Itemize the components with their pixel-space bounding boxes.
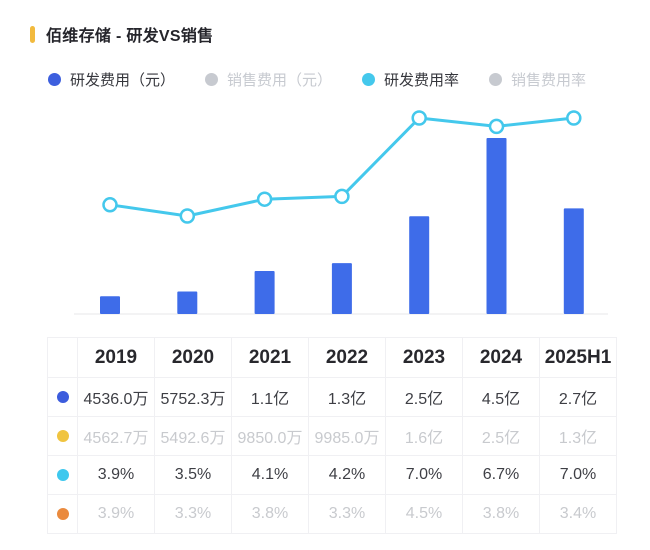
legend-label: 销售费用率 [511, 72, 587, 89]
bar-2025H1[interactable] [563, 208, 584, 314]
value-cell: 3.8% [231, 494, 309, 534]
legend-item-0[interactable]: 研发费用（元） [48, 69, 175, 90]
title-row: 佰维存储 - 研发VS销售 [30, 22, 213, 46]
value-cell: 7.0% [385, 455, 463, 495]
table-row: 4562.7万 5492.6万 9850.0万 9985.0万 1.6亿 2.5亿 1.3亿 [47, 416, 617, 456]
bar-2023[interactable] [409, 216, 430, 314]
table-header-row: 2019 2020 2021 2022 2023 2024 2025H1 [47, 337, 617, 378]
year-header: 2022 [308, 337, 386, 378]
bar-2024[interactable] [486, 138, 507, 314]
series-dot-icon [56, 507, 69, 520]
value-cell: 9850.0万 [231, 416, 309, 456]
rate-point-2023[interactable] [411, 110, 427, 126]
series-dot-cell [47, 416, 78, 456]
rate-point-2020[interactable] [179, 208, 196, 224]
legend-item-3[interactable]: 销售费用率 [489, 69, 586, 90]
title-accent-bar [30, 25, 35, 43]
value-cell: 4536.0万 [77, 377, 155, 417]
table-row: 4536.0万 5752.3万 1.1亿 1.3亿 2.5亿 4.5亿 2.7亿 [47, 377, 617, 417]
series-dot-icon [56, 429, 69, 442]
value-cell: 3.3% [308, 494, 386, 534]
legend: 研发费用（元） 销售费用（元） 研发费用率 销售费用率 [48, 69, 586, 90]
year-header: 2020 [154, 337, 232, 378]
value-cell: 4562.7万 [77, 416, 155, 456]
value-cell: 3.9% [77, 455, 155, 495]
value-cell: 2.5亿 [385, 377, 463, 417]
series-dot-cell [47, 377, 78, 417]
page-title: 佰维存储 - 研发VS销售 [46, 28, 214, 45]
value-cell: 3.9% [77, 494, 155, 534]
series-dot-cell [47, 494, 78, 534]
year-header: 2024 [462, 337, 540, 378]
table-row: 3.9% 3.3% 3.8% 3.3% 4.5% 3.8% 3.4% [47, 494, 617, 534]
combo-chart [74, 110, 608, 315]
value-cell: 3.3% [154, 494, 232, 534]
legend-dot-icon [205, 73, 219, 86]
value-cell: 7.0% [539, 455, 617, 495]
table-corner-cell [47, 337, 78, 378]
value-cell: 1.1亿 [231, 377, 309, 417]
data-table: 2019 2020 2021 2022 2023 2024 2025H1 4536.0万 575… [47, 337, 617, 534]
bar-2020[interactable] [177, 291, 198, 314]
value-cell: 4.5亿 [462, 377, 540, 417]
series-dot-icon [56, 468, 69, 481]
value-cell: 3.8% [462, 494, 540, 534]
legend-dot-icon [489, 73, 503, 86]
legend-label: 研发费用（元） [70, 72, 176, 89]
bar-2019[interactable] [100, 296, 120, 314]
value-cell: 4.5% [385, 494, 463, 534]
rate-point-2024[interactable] [488, 118, 505, 135]
table-row: 3.9% 3.5% 4.1% 4.2% 7.0% 6.7% 7.0% [47, 455, 617, 495]
year-header: 2021 [231, 337, 309, 378]
legend-item-1[interactable]: 销售费用（元） [205, 69, 332, 90]
value-cell: 3.4% [539, 494, 617, 534]
value-cell: 3.5% [154, 455, 232, 495]
legend-label: 研发费用率 [384, 72, 460, 89]
value-cell: 4.1% [231, 455, 309, 495]
rate-point-2019[interactable] [102, 197, 118, 213]
value-cell: 2.7亿 [539, 377, 617, 417]
rate-point-2022[interactable] [334, 188, 350, 205]
value-cell: 1.3亿 [308, 377, 386, 417]
legend-dot-icon [362, 73, 376, 86]
legend-item-2[interactable]: 研发费用率 [362, 69, 459, 90]
year-header: 2023 [385, 337, 463, 378]
value-cell: 6.7% [462, 455, 540, 495]
series-dot-cell [47, 455, 78, 495]
legend-label: 销售费用（元） [227, 72, 333, 89]
year-header: 2019 [77, 337, 155, 378]
bar-2022[interactable] [331, 263, 352, 314]
value-cell: 5752.3万 [154, 377, 232, 417]
value-cell: 1.6亿 [385, 416, 463, 456]
value-cell: 4.2% [308, 455, 386, 495]
rate-point-2025H1[interactable] [566, 110, 582, 126]
rate-point-2021[interactable] [256, 191, 273, 207]
bar-2021[interactable] [254, 270, 275, 314]
value-cell: 9985.0万 [308, 416, 386, 456]
value-cell: 2.5亿 [462, 416, 540, 456]
value-cell: 5492.6万 [154, 416, 232, 456]
series-dot-icon [56, 390, 69, 403]
legend-dot-icon [48, 73, 61, 86]
year-header: 2025H1 [539, 337, 617, 378]
value-cell: 1.3亿 [539, 416, 617, 456]
